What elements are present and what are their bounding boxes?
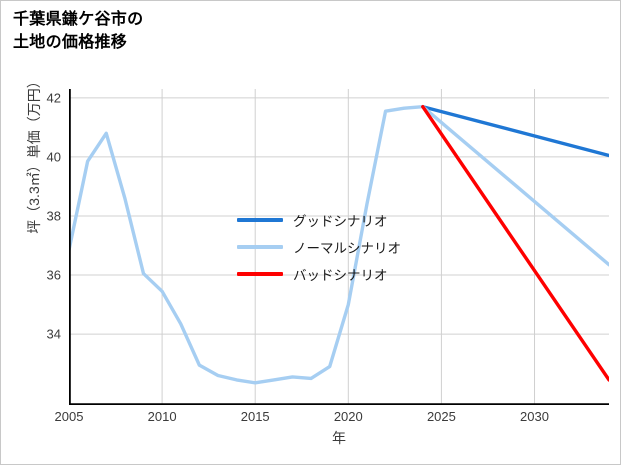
legend-item[interactable]: バッドシナリオ	[237, 260, 401, 287]
legend-label: ノーマルシナリオ	[293, 240, 401, 256]
chart-title: 千葉県鎌ケ谷市の 土地の価格推移	[13, 11, 144, 51]
plot-area	[69, 89, 609, 405]
gridlines	[69, 89, 609, 405]
legend-label: グッドシナリオ	[293, 213, 388, 229]
series-line	[69, 105, 425, 385]
series-line	[421, 105, 609, 267]
series-line	[421, 105, 609, 382]
series-line	[421, 105, 609, 158]
x-tick-label: 2005	[54, 409, 84, 424]
chart-svg	[69, 89, 609, 405]
y-tick-label: 34	[46, 326, 61, 342]
y-axis-label: 坪（3.3㎡）単価（万円）	[26, 74, 42, 234]
legend-color-swatch	[237, 217, 283, 222]
x-tick-label: 2015	[240, 409, 270, 424]
x-tick-label: 2010	[147, 409, 177, 424]
x-axis-label: 年	[332, 430, 346, 446]
x-tick-label: 2030	[520, 409, 549, 424]
legend-color-swatch	[237, 244, 283, 249]
legend-color-swatch	[237, 271, 283, 276]
legend-item[interactable]: ノーマルシナリオ	[237, 233, 401, 260]
legend-item[interactable]: グッドシナリオ	[237, 206, 401, 233]
data-lines	[69, 105, 609, 385]
x-tick-label: 2020	[333, 409, 363, 424]
chart-legend: グッドシナリオ ノーマルシナリオ バッドシナリオ	[237, 206, 401, 287]
legend-label: バッドシナリオ	[293, 267, 388, 283]
x-tick-label: 2025	[426, 409, 456, 424]
